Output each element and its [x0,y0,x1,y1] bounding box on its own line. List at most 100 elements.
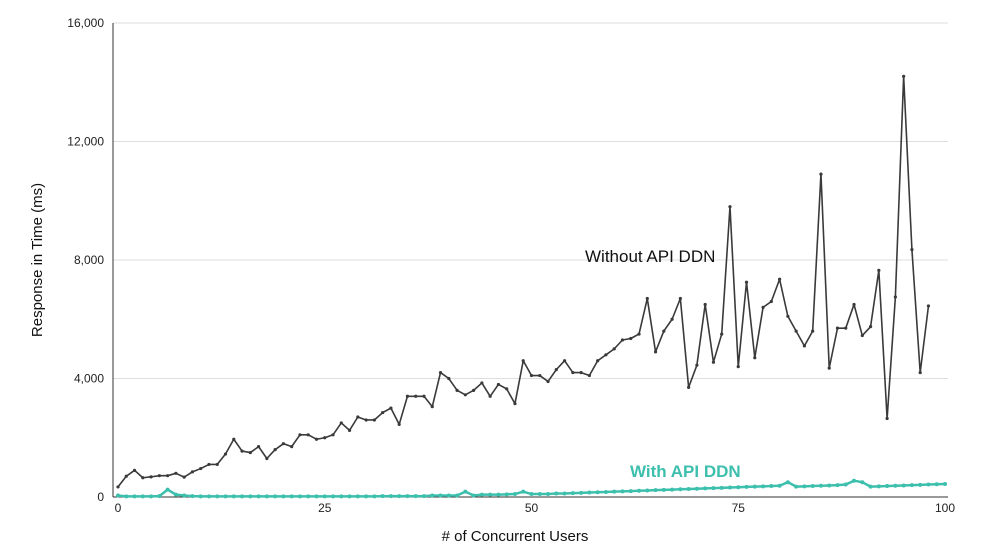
data-point [422,394,426,398]
data-point [256,445,261,449]
series-label-with-api-ddn: With API DDN [630,462,741,481]
data-point [587,373,591,378]
data-point [124,474,128,478]
data-point [314,494,319,499]
data-point [521,359,525,363]
data-point [116,485,120,489]
data-point [174,471,178,475]
x-tick-label: 25 [318,501,332,515]
data-point [595,490,600,495]
data-point [835,326,840,330]
data-point [612,347,616,351]
data-point [529,373,534,378]
data-point [298,433,302,437]
data-point [297,494,302,499]
data-point [132,494,137,499]
data-point [744,280,749,284]
data-point [521,489,526,494]
data-point [455,493,460,498]
data-point [223,494,228,499]
data-point [347,428,352,432]
data-point [546,379,550,384]
data-point [811,329,815,333]
data-point [215,462,219,467]
data-point [885,416,889,421]
data-point [827,483,832,488]
data-point [140,494,145,499]
series-label-without-api-ddn: Without API DDN [585,247,715,266]
data-point [736,485,741,490]
data-point [694,486,699,491]
y-tick-label: 0 [97,490,104,504]
data-point [124,494,129,499]
data-point [537,492,542,497]
data-point [901,483,906,488]
data-point [885,484,890,489]
data-point [538,373,542,378]
series-without-api-ddn [116,74,931,489]
data-point [877,268,881,272]
data-point [248,494,253,499]
data-point [306,433,310,437]
data-point [430,493,435,498]
data-point [554,491,559,496]
data-point [331,494,336,499]
data-point [918,482,923,487]
data-point [223,452,228,456]
data-point [347,494,352,499]
data-point [141,476,145,480]
y-tick-label: 4,000 [74,372,104,386]
data-point [339,421,343,425]
data-point [355,494,360,499]
data-point [637,488,642,493]
data-point [206,494,211,499]
data-point [546,492,551,497]
data-point [579,370,583,375]
data-point [943,481,947,486]
data-point [397,494,402,499]
data-point [703,302,707,307]
data-point [587,490,592,495]
x-tick-label: 50 [525,501,539,515]
data-point [290,445,294,449]
y-tick-label: 16,000 [67,16,104,30]
data-point [182,493,187,498]
data-point [777,483,782,488]
data-point [157,474,161,478]
data-point [116,493,120,498]
data-point [711,360,716,364]
data-point [381,410,385,415]
data-point [860,480,865,485]
series-line [117,75,930,488]
gridlines [113,22,948,379]
data-point [827,366,831,370]
x-axis-title: # of Concurrent Users [442,528,589,545]
data-point [596,359,600,363]
data-point [323,436,327,440]
data-point [421,494,426,499]
data-point [720,332,724,336]
data-point [165,487,170,492]
data-point [728,205,732,209]
data-point [512,492,517,497]
data-point [926,482,931,487]
data-point [678,487,683,492]
data-point [562,359,567,363]
data-point [372,494,377,499]
data-point [356,415,360,419]
data-point [753,356,757,360]
data-point [198,494,203,499]
data-point [471,493,476,498]
data-point [306,494,311,499]
data-point [744,484,749,489]
x-tick-labels: 0 25 50 75 100 [115,501,956,515]
data-point [496,382,501,387]
data-point [166,474,170,478]
data-point [554,368,558,372]
data-point [661,487,666,492]
data-point [603,489,608,494]
data-point [505,387,509,391]
data-point [281,442,285,446]
data-point [860,333,864,338]
data-point [339,494,344,499]
